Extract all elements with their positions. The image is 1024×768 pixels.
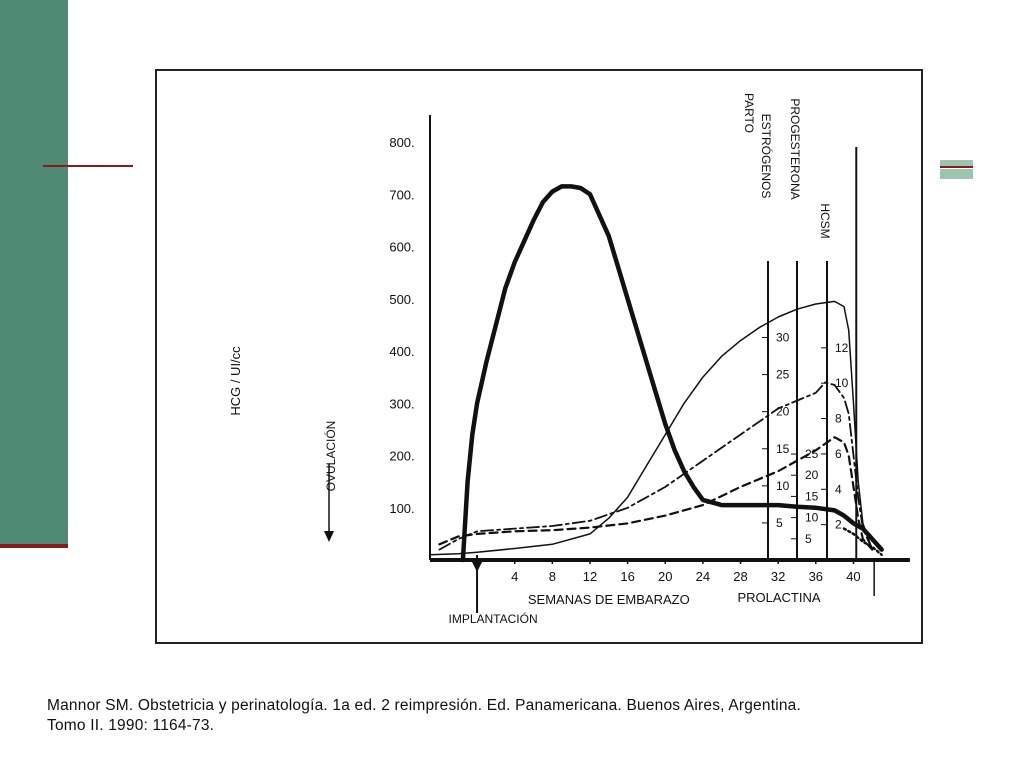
right-axis-name: PROGESTERONA: [788, 98, 802, 199]
implantation-label: IMPLANTACIÓN: [448, 611, 537, 626]
series-dotted-line: [842, 527, 883, 557]
right-axis-tick-label: 8: [835, 412, 842, 426]
series-dash-dot-line: [438, 381, 874, 551]
ovulation-label: OVULACIÓN: [323, 421, 338, 492]
right-axis-tick-label: 6: [835, 447, 842, 461]
right-axis-tick-label: 4: [835, 482, 842, 496]
y-tick-label: 100.: [389, 501, 414, 516]
citation-line-2: Tomo II. 1990: 1164-73.: [47, 717, 215, 734]
citation: Mannor SM. Obstetricia y perinatología. …: [47, 696, 1007, 736]
prolactin-label: PROLACTINA: [737, 590, 820, 605]
right-axis-tick-label: 20: [805, 468, 819, 482]
decorative-bar-top: [940, 160, 973, 166]
x-tick-label: 40: [846, 569, 860, 584]
sidebar-band: [0, 0, 68, 545]
y-tick-label: 500.: [389, 292, 414, 307]
right-axis-tick-label: 5: [805, 532, 812, 546]
right-axis-tick-label: 15: [805, 489, 819, 503]
x-tick-label: 8: [549, 569, 556, 584]
hormone-chart: 100. 200. 300. 400. 500. 600. 700. 800. HCG / UI…: [228, 93, 910, 626]
y-tick-label: 700.: [389, 187, 414, 202]
right-axis-tick-label: 10: [805, 511, 819, 525]
y-axis-label: HCG / UI/cc: [228, 346, 243, 416]
right-axis-tick-label: 12: [835, 341, 849, 355]
y-tick-label: 800.: [389, 135, 414, 150]
y-tick-label: 200.: [389, 449, 414, 464]
right-axis-tick-label: 30: [776, 331, 790, 345]
right-axis-tick-label: 10: [776, 479, 790, 493]
right-axis-tick-label: 5: [776, 516, 783, 530]
right-axis-name: HCSM: [818, 203, 832, 238]
series-dashed-line: [438, 436, 874, 551]
right-axis-tick-label: 2: [835, 518, 842, 532]
x-tick-label: 36: [809, 569, 823, 584]
decorative-bar-bottom: [940, 169, 973, 179]
citation-line-1: Mannor SM. Obstetricia y perinatología. …: [47, 697, 801, 714]
decorative-bar-red: [940, 166, 973, 168]
x-axis-label: SEMANAS DE EMBARAZO: [528, 592, 690, 607]
y-tick-label: 600.: [389, 240, 414, 255]
ovulation-arrow-head: [324, 531, 334, 542]
x-tick-label: 24: [696, 569, 710, 584]
right-axis-tick-label: 15: [776, 442, 790, 456]
x-tick-label: 16: [620, 569, 634, 584]
sidebar-rule: [0, 544, 68, 548]
right-axis-tick-label: 10: [835, 376, 849, 390]
chart-frame: 100. 200. 300. 400. 500. 600. 700. 800. HCG / UI…: [155, 69, 923, 644]
implantation-arrow-head: [472, 562, 483, 572]
birth-label: PARTO: [742, 93, 756, 133]
y-tick-label: 400.: [389, 344, 414, 359]
series-thin-line: [429, 300, 874, 556]
y-tick-label: 300.: [389, 396, 414, 411]
right-axis-name: ESTRÓGENOS: [759, 114, 774, 199]
right-axis-tick-label: 25: [776, 368, 790, 382]
x-tick-label: 4: [511, 569, 518, 584]
x-tick-label: 20: [658, 569, 672, 584]
x-tick-label: 32: [771, 569, 785, 584]
x-tick-label: 28: [733, 569, 747, 584]
decorative-red-line: [43, 165, 133, 167]
series-thick-line: [460, 184, 884, 563]
x-tick-label: 12: [583, 569, 597, 584]
